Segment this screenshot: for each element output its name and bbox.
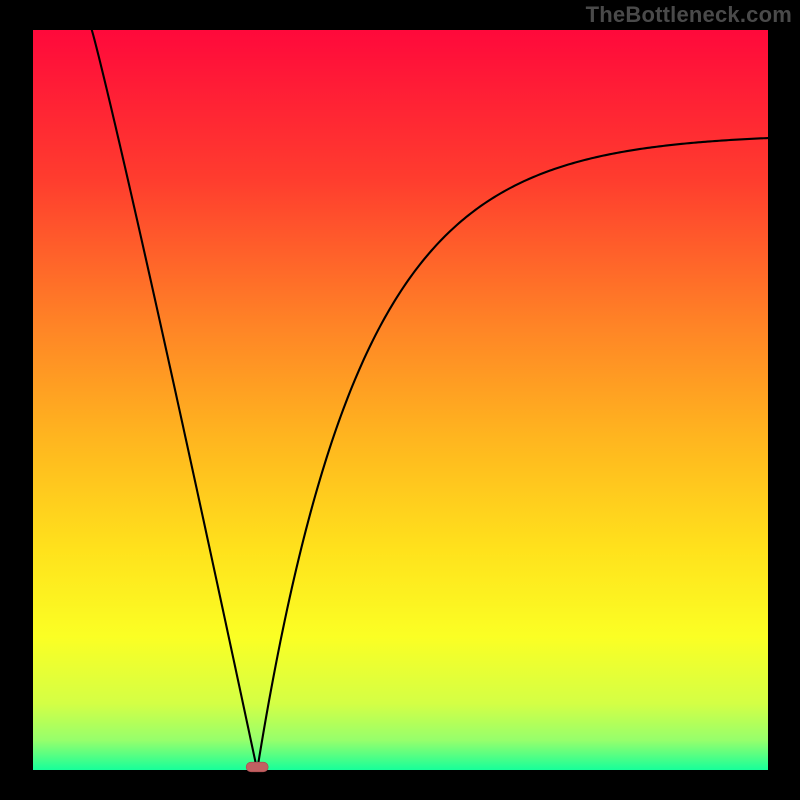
watermark-text: TheBottleneck.com [586,2,792,28]
chart-background [33,30,768,770]
bottleneck-curve-chart [0,0,800,800]
chart-container: TheBottleneck.com [0,0,800,800]
vertex-marker [246,762,268,772]
